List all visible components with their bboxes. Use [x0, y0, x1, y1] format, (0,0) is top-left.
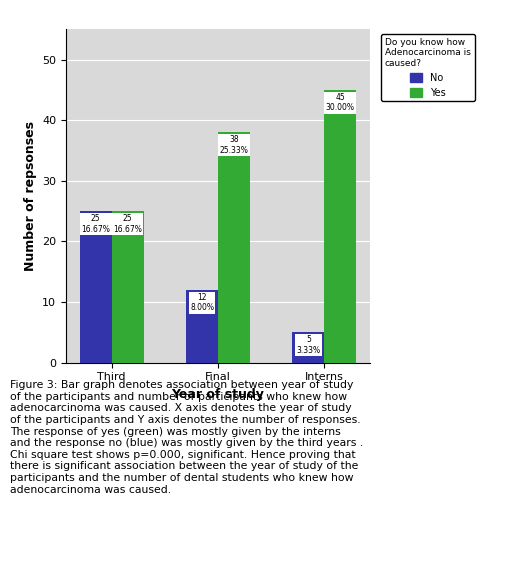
Bar: [186, 290, 218, 363]
Legend: No, Yes: No, Yes: [381, 34, 475, 101]
X-axis label: Year of study: Year of study: [171, 388, 265, 401]
Text: 25
16.67%: 25 16.67%: [81, 214, 110, 233]
Text: 45
30.00%: 45 30.00%: [326, 93, 355, 112]
Y-axis label: Number of repsonses: Number of repsonses: [23, 121, 37, 271]
Text: 12
8.00%: 12 8.00%: [190, 293, 214, 312]
Bar: [112, 211, 143, 363]
Text: 25
16.67%: 25 16.67%: [113, 214, 142, 233]
Bar: [218, 132, 250, 363]
Text: 38
25.33%: 38 25.33%: [220, 135, 248, 155]
Text: 5
3.33%: 5 3.33%: [297, 335, 320, 355]
Bar: [80, 211, 112, 363]
Text: Figure 3: Bar graph denotes association between year of study
of the participant: Figure 3: Bar graph denotes association …: [10, 380, 364, 495]
Bar: [293, 332, 324, 363]
Bar: [324, 90, 356, 363]
